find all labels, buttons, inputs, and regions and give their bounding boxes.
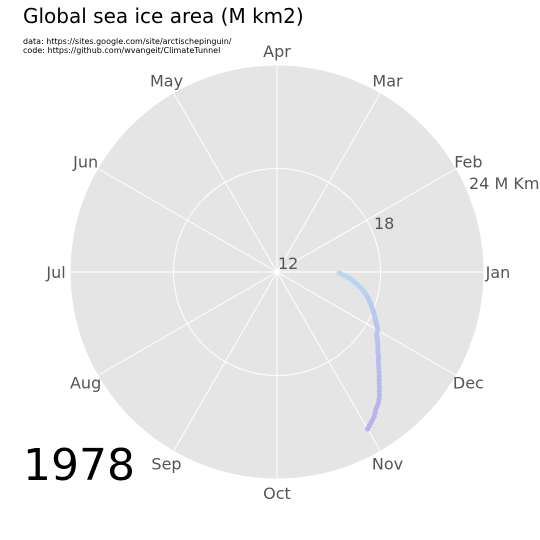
data-point <box>376 392 383 399</box>
angular-gridline <box>276 168 457 273</box>
month-label-oct: Oct <box>263 484 291 503</box>
grid <box>69 64 485 480</box>
code-source-credit: code: https://github.com/wvangeit/Climat… <box>23 46 221 55</box>
chart-title: Global sea ice area (M km2) <box>23 4 304 28</box>
month-label-jul: Jul <box>45 263 65 282</box>
month-label-apr: Apr <box>263 42 291 61</box>
series-sea-ice-area <box>336 270 383 432</box>
angular-gridline <box>97 271 278 376</box>
angular-gridline <box>276 271 457 376</box>
month-label-sep: Sep <box>151 454 181 473</box>
month-label-aug: Aug <box>70 374 101 393</box>
angular-gridline <box>173 271 278 452</box>
data-point <box>336 270 342 276</box>
data-point <box>376 384 383 391</box>
data-point <box>376 380 382 386</box>
data-source-credit: data: https://sites.google.com/site/arct… <box>23 37 232 46</box>
month-label-mar: Mar <box>372 72 403 91</box>
radial-tick-label: 18 <box>374 214 394 233</box>
year-label: 1978 <box>23 440 135 491</box>
axis-labels: Jan Feb Mar Apr May Jun Jul Aug Sep Oct Nov Dec 12 18… <box>45 42 540 503</box>
month-label-jan: Jan <box>485 263 511 282</box>
angular-gridline <box>97 168 278 273</box>
month-label-dec: Dec <box>453 374 484 393</box>
month-label-jun: Jun <box>72 153 98 172</box>
month-label-nov: Nov <box>372 454 403 473</box>
angular-gridline <box>276 271 381 452</box>
angular-gridline <box>276 92 381 273</box>
month-label-may: May <box>150 72 183 91</box>
radial-tick-label: 24 M Km2 <box>469 174 540 193</box>
angular-gridline <box>173 92 278 273</box>
radial-tick-label: 12 <box>278 254 298 273</box>
month-label-feb: Feb <box>454 153 482 172</box>
data-point <box>376 376 382 383</box>
